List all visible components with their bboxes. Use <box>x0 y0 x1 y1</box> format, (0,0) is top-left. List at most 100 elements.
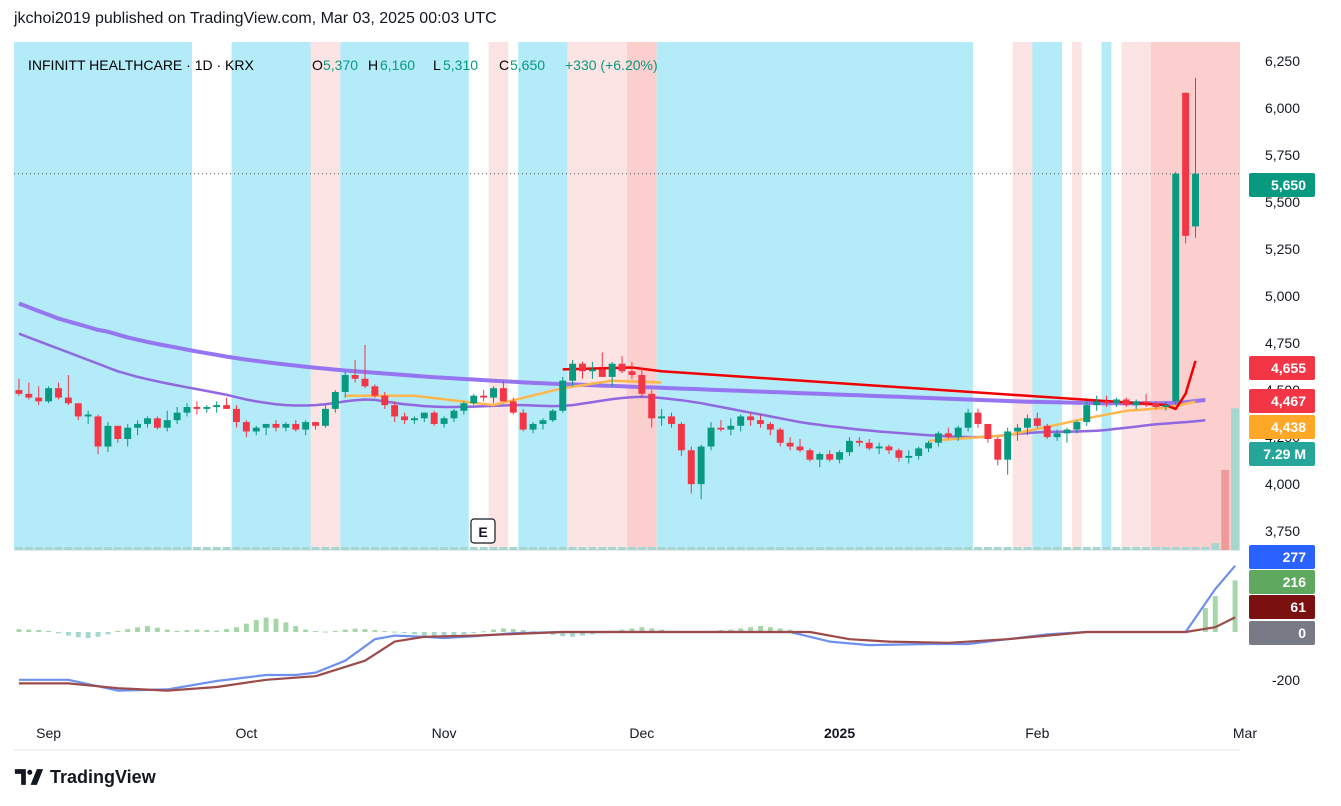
zone-blue <box>518 42 568 550</box>
osc-tag-bg <box>1249 570 1315 594</box>
volume-bar <box>519 547 528 550</box>
oscillator-histogram-bar <box>491 629 496 632</box>
volume-bar <box>450 547 458 550</box>
candle-body <box>579 363 586 372</box>
legend-low: 5,310 <box>443 57 478 73</box>
candle-body <box>934 433 942 443</box>
volume-bar <box>410 547 419 550</box>
volume-bar <box>1132 547 1141 550</box>
zone-blue <box>666 42 974 550</box>
candle-body <box>490 388 497 398</box>
volume-bar <box>1221 469 1230 550</box>
candle-body <box>450 410 458 419</box>
volume-bar <box>628 547 636 550</box>
candle-body <box>964 412 972 428</box>
candle-body <box>1152 403 1160 408</box>
volume-bar <box>113 547 122 550</box>
osc-y-tick-label: -200 <box>1272 672 1300 688</box>
candle-body <box>905 455 913 458</box>
volume-bar <box>1072 547 1081 550</box>
oscillator-histogram-bar <box>441 632 447 637</box>
volume-bar <box>94 547 102 550</box>
candle-body <box>242 422 250 432</box>
candle-body <box>915 448 923 456</box>
volume-bar <box>904 547 913 550</box>
candle-body <box>687 450 695 485</box>
volume-bar <box>1191 547 1200 550</box>
candle-body <box>282 423 290 428</box>
footer-brand[interactable]: TradingView <box>14 766 156 788</box>
oscillator-histogram-bar <box>639 627 645 632</box>
volume-bar <box>796 547 804 550</box>
volume-bar <box>459 547 468 550</box>
oscillator-histogram-bar <box>145 626 150 632</box>
volume-bars <box>15 408 1239 550</box>
legend-close-label: C <box>499 57 509 73</box>
volume-bar <box>647 547 656 550</box>
candle-body <box>35 397 43 402</box>
candle-body <box>272 423 280 428</box>
signal-zones <box>14 42 1240 550</box>
oscillator-histogram-bar <box>184 630 190 632</box>
oscillator-histogram-bar <box>431 632 437 637</box>
candle-body <box>1172 173 1180 402</box>
volume-bar <box>687 547 696 550</box>
volume-bar <box>183 547 191 550</box>
volume-bar <box>865 547 874 550</box>
volume-bar <box>489 547 498 550</box>
candle-body <box>944 433 952 438</box>
candle-body <box>608 363 616 377</box>
oscillator-histogram-bar <box>748 627 754 632</box>
volume-bar <box>1181 547 1190 550</box>
oscillator-histogram-bar <box>1212 596 1218 632</box>
oscillator-histogram-bar <box>233 627 239 632</box>
volume-bar <box>430 547 439 550</box>
candle-body <box>1112 399 1120 404</box>
candle-body <box>45 388 53 402</box>
oscillator-histogram-bar <box>283 622 289 632</box>
volume-bar <box>667 547 676 550</box>
candle-body <box>1142 401 1150 404</box>
volume-bar <box>44 547 53 550</box>
oscillator-histogram-bar <box>332 630 338 632</box>
volume-bar <box>1023 547 1032 550</box>
price-tag: 7.29 M <box>1263 446 1306 462</box>
volume-bar <box>637 547 646 550</box>
candle-body <box>262 423 270 428</box>
volume-bar <box>24 547 33 550</box>
volume-bar <box>944 547 953 550</box>
volume-bar <box>311 547 320 550</box>
candle-body <box>1192 173 1199 227</box>
osc-tag: 277 <box>1283 549 1307 565</box>
volume-bar <box>1142 547 1151 550</box>
volume-bar <box>272 547 280 550</box>
candle-body <box>193 407 201 409</box>
y-tick-label: 4,000 <box>1265 476 1300 492</box>
earnings-marker[interactable]: E <box>470 518 496 544</box>
candle-body <box>529 423 537 430</box>
y-tick-label: 4,750 <box>1265 335 1300 351</box>
zone-red <box>627 42 657 550</box>
oscillator-histogram-bar <box>243 623 249 632</box>
candle-body <box>668 416 675 424</box>
volume-bar <box>924 547 933 550</box>
volume-bar <box>64 547 73 550</box>
candle-body <box>331 391 339 409</box>
volume-bar <box>964 547 973 550</box>
price-tag-bg <box>1249 415 1315 439</box>
oscillator-histogram-bar <box>402 632 408 633</box>
volume-bar <box>202 547 211 550</box>
legend-high-label: H <box>368 57 378 73</box>
oscillator-histogram-bar <box>36 630 42 632</box>
x-tick-label: Mar <box>1233 725 1257 741</box>
oscillator-histogram-bar <box>372 630 378 632</box>
candle-body <box>806 450 814 460</box>
oscillator-histogram-bar <box>728 629 734 632</box>
candle-body <box>1083 405 1091 423</box>
candle-body <box>480 395 488 398</box>
y-tick-label: 5,000 <box>1265 288 1300 304</box>
zone-pink <box>488 42 509 550</box>
zone-blue <box>369 42 469 550</box>
volume-bar <box>74 547 83 550</box>
